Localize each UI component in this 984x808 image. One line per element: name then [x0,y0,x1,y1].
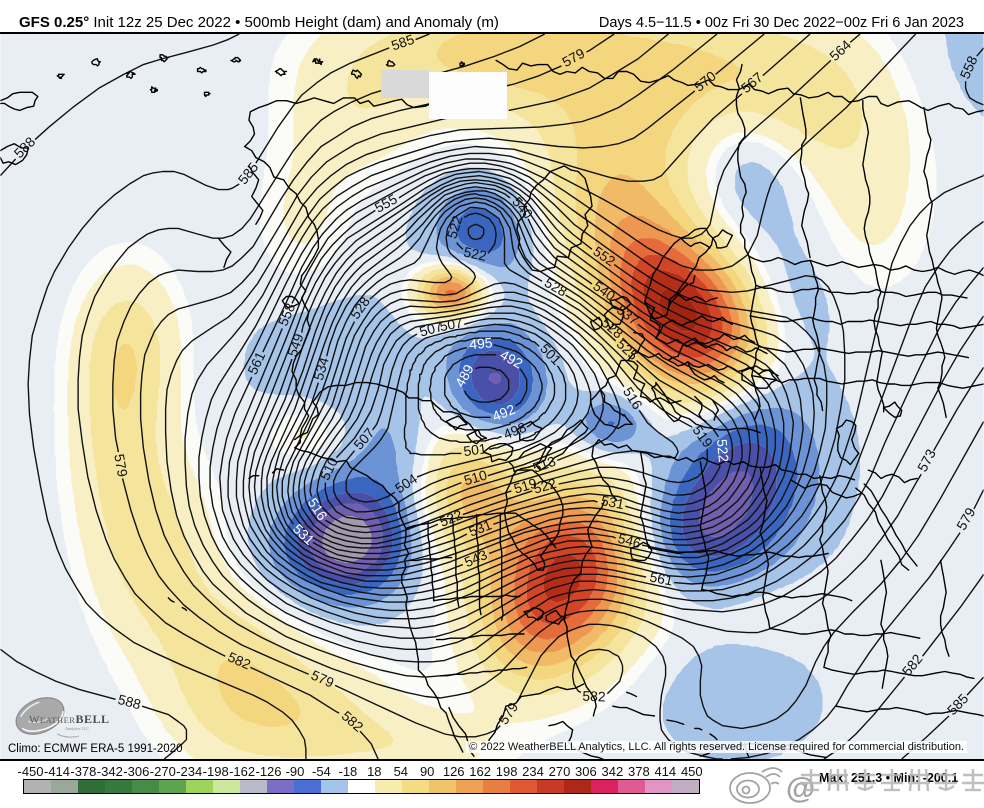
svg-text:507: 507 [438,314,464,334]
svg-text:582: 582 [582,688,606,705]
svg-text:501: 501 [462,440,487,459]
svg-text:588: 588 [116,691,143,713]
svg-text:522: 522 [443,213,465,240]
svg-text:522: 522 [714,438,732,463]
svg-text:519: 519 [512,474,539,496]
svg-text:534: 534 [310,355,332,382]
svg-text:507: 507 [418,318,445,340]
svg-text:WEATHERBELL: WEATHERBELL [29,712,110,726]
svg-text:579: 579 [111,453,131,479]
svg-text:522: 522 [462,244,488,265]
svg-text:549: 549 [284,331,307,358]
svg-text:561: 561 [648,568,674,588]
svg-text:@: @ [786,772,815,805]
svg-text:531: 531 [600,492,626,512]
svg-text:546: 546 [616,530,643,552]
svg-text:495: 495 [469,334,494,352]
svg-text:Analytics LLC: Analytics LLC [65,726,89,731]
svg-text:510: 510 [462,466,489,488]
svg-text:522: 522 [531,475,558,497]
svg-text:531: 531 [467,516,495,539]
svg-text:513: 513 [531,453,558,476]
